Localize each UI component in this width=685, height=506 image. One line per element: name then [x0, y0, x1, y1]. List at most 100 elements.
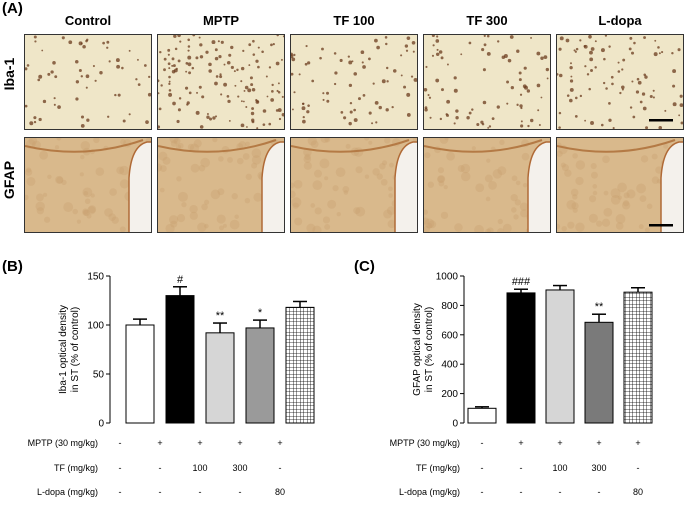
stained-cell — [277, 82, 280, 85]
bar-l-dopa — [285, 306, 315, 424]
stained-cell — [333, 82, 337, 86]
tissue-texture — [169, 215, 179, 225]
tissue-texture — [343, 190, 349, 195]
treatment-cell: - — [278, 463, 282, 473]
stained-cell — [277, 90, 281, 94]
tissue-texture — [557, 223, 561, 230]
stained-cell — [361, 61, 364, 64]
stained-cell — [608, 45, 611, 48]
stained-cell — [173, 35, 177, 38]
stained-cell — [424, 108, 428, 112]
stained-cell — [167, 62, 171, 66]
y-axis-label: GFAP optical densityin ST (% of control) — [412, 303, 435, 396]
stained-cell — [276, 35, 279, 37]
stained-cell — [658, 125, 663, 129]
stained-cell — [343, 116, 347, 120]
stained-cell — [643, 73, 647, 77]
stained-cell — [594, 66, 597, 69]
stained-cell — [368, 111, 372, 115]
stained-cell — [114, 93, 117, 97]
stained-cell — [349, 101, 353, 105]
stained-cell — [460, 53, 463, 56]
stained-cell — [672, 102, 677, 107]
treatment-cell: - — [198, 487, 202, 497]
stained-cell — [26, 64, 30, 67]
tissue-texture — [217, 188, 225, 196]
treatment-cell: - — [480, 487, 484, 497]
tissue-texture — [513, 214, 519, 220]
y-tick-label: 50 — [93, 370, 105, 381]
stained-cell — [319, 56, 322, 60]
stained-cell — [378, 105, 382, 110]
stained-cell — [340, 111, 344, 114]
stained-cell — [282, 35, 284, 38]
stained-cell — [569, 98, 573, 103]
stained-cell — [177, 59, 181, 63]
tissue-texture — [387, 219, 396, 229]
stained-cell — [530, 36, 532, 39]
stained-cell — [145, 120, 149, 124]
stained-cell — [357, 97, 361, 101]
tissue-texture — [218, 156, 224, 162]
stained-cell — [158, 125, 161, 129]
tissue-texture — [251, 155, 262, 165]
stained-cell — [410, 75, 414, 78]
stained-cell — [41, 49, 44, 52]
stained-cell — [215, 75, 219, 78]
tissue-texture — [83, 190, 89, 196]
tissue-texture — [424, 152, 431, 159]
tissue-texture — [314, 207, 322, 215]
stained-cell — [85, 74, 90, 79]
stained-cell — [439, 117, 443, 121]
stained-cell — [275, 61, 280, 66]
tissue-texture — [26, 176, 36, 186]
stained-cell — [179, 40, 182, 43]
tissue-texture — [575, 160, 586, 170]
tissue-texture — [162, 156, 171, 165]
tissue-texture — [424, 225, 431, 232]
tissue-texture — [324, 223, 331, 230]
tissue-texture — [170, 140, 178, 147]
stained-cell — [453, 88, 458, 93]
stained-cell — [636, 77, 640, 81]
treatment-cell: - — [158, 487, 162, 497]
stained-cell — [302, 115, 305, 119]
tissue-texture — [72, 208, 78, 215]
treatment-cell: + — [557, 438, 563, 448]
stained-cell — [583, 44, 588, 49]
tissue-texture — [82, 209, 89, 216]
stained-cell — [353, 118, 358, 123]
tissue-texture — [499, 139, 505, 145]
stained-cell — [68, 40, 73, 45]
stained-cell — [187, 62, 192, 67]
tissue-texture — [200, 157, 211, 168]
stained-cell — [440, 56, 444, 60]
stained-cell — [652, 89, 655, 92]
stained-cell — [94, 79, 97, 82]
stained-cell — [159, 50, 162, 54]
stained-cell — [653, 52, 658, 57]
tissue-texture — [588, 213, 598, 223]
tissue-texture — [382, 160, 388, 166]
tissue-texture — [93, 138, 100, 144]
stained-cell — [588, 87, 591, 91]
ventricle — [660, 141, 683, 232]
stained-cell — [29, 121, 34, 126]
stained-cell — [168, 92, 173, 97]
stained-cell — [574, 96, 578, 100]
stained-cell — [326, 99, 330, 103]
stained-cell — [242, 49, 245, 52]
tissue-texture — [590, 162, 597, 170]
tissue-texture — [36, 193, 44, 202]
stained-cell — [522, 84, 527, 89]
stained-cell — [198, 36, 201, 39]
tissue-texture — [474, 224, 484, 232]
stained-cell — [211, 40, 216, 45]
tissue-texture — [80, 154, 85, 160]
tissue-texture — [43, 216, 51, 223]
tissue-texture — [488, 181, 497, 190]
tissue-texture — [561, 225, 567, 232]
stained-cell — [610, 75, 614, 79]
tissue-texture — [82, 187, 93, 198]
tissue-texture — [615, 222, 624, 230]
